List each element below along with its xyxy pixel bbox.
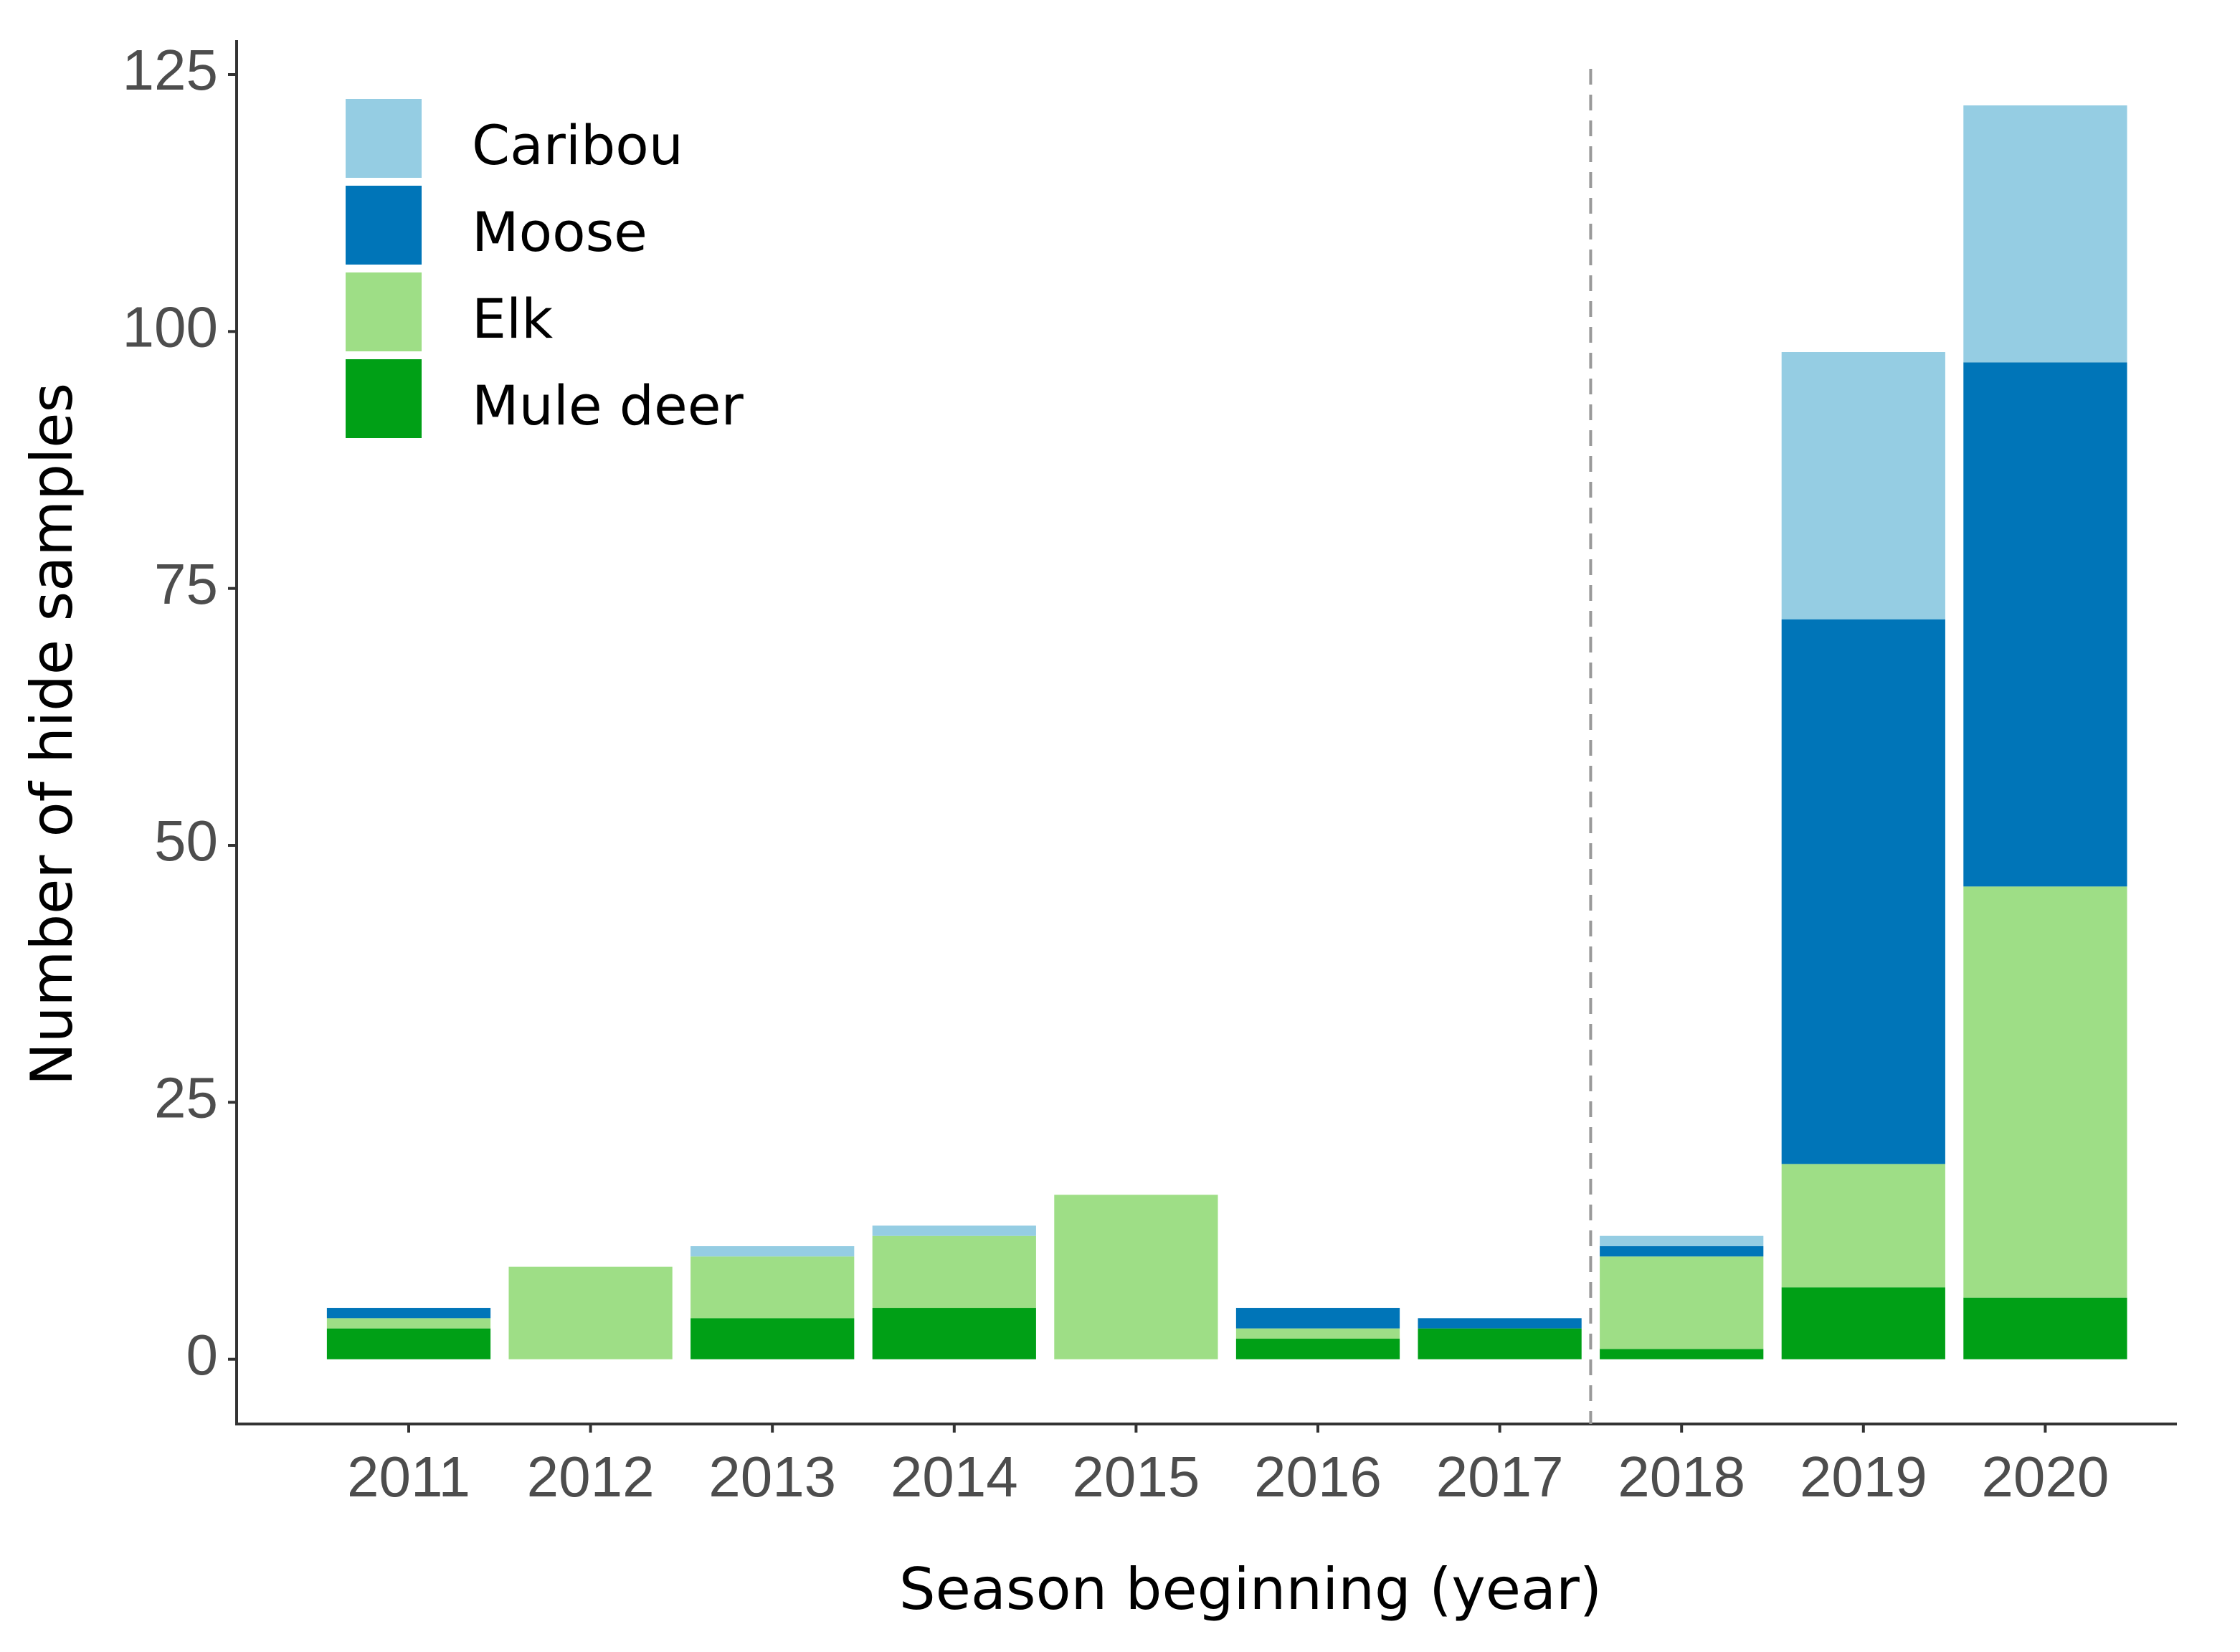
bar-segment: [872, 1308, 1036, 1359]
bar-segment: [690, 1318, 855, 1359]
bar-segment: [1235, 1328, 1400, 1339]
y-tick-label: 0: [186, 1323, 219, 1387]
bar-segment: [1235, 1308, 1400, 1329]
bar-segment: [1781, 352, 1945, 620]
x-tick-label: 2012: [527, 1445, 655, 1509]
bar-segment: [872, 1235, 1036, 1309]
bar-segment: [1963, 1297, 2127, 1359]
x-tick-label: 2017: [1436, 1445, 1564, 1509]
bar-segment: [1963, 886, 2127, 1298]
bar-segment: [1418, 1328, 1582, 1359]
bar-segment: [1600, 1256, 1764, 1349]
legend-label: Caribou: [472, 113, 683, 177]
y-tick-label: 25: [154, 1065, 218, 1129]
bar-segment: [1600, 1349, 1764, 1359]
x-tick-label: 2013: [708, 1445, 836, 1509]
legend-swatch: [346, 359, 422, 438]
bar-segment: [690, 1246, 855, 1257]
x-tick-label: 2016: [1254, 1445, 1382, 1509]
legend-swatch: [346, 272, 422, 351]
x-tick-label: 2020: [1981, 1445, 2109, 1509]
legend-swatch: [346, 186, 422, 265]
bar-segment: [1781, 1287, 1945, 1359]
x-tick-label: 2019: [1800, 1445, 1927, 1509]
y-tick-label: 75: [154, 552, 218, 616]
bar-segment: [1781, 619, 1945, 1164]
bar-segment: [326, 1328, 491, 1359]
y-tick-label: 50: [154, 809, 218, 873]
legend-label: Elk: [472, 287, 553, 351]
bar-segment: [1600, 1235, 1764, 1247]
x-tick-label: 2015: [1072, 1445, 1200, 1509]
bar-segment: [1600, 1246, 1764, 1257]
y-tick-label: 100: [123, 295, 218, 359]
bar-segment: [1054, 1195, 1218, 1359]
bar-segment: [872, 1225, 1036, 1236]
bar-segment: [1235, 1339, 1400, 1359]
x-tick-label: 2014: [891, 1445, 1018, 1509]
bar-segment: [326, 1308, 491, 1319]
legend-swatch: [346, 99, 422, 178]
y-axis-title: Number of hide samples: [19, 383, 85, 1086]
legend-label: Moose: [472, 200, 647, 264]
bar-segment: [1963, 362, 2127, 887]
y-tick-label: 125: [123, 38, 218, 102]
bar-segment: [1781, 1164, 1945, 1288]
bar-segment: [508, 1266, 673, 1359]
bar-segment: [1963, 105, 2127, 363]
x-axis-title: Season beginning (year): [899, 1556, 1602, 1623]
x-tick-label: 2018: [1618, 1445, 1745, 1509]
bar-segment: [326, 1318, 491, 1329]
bar-segment: [1418, 1318, 1582, 1329]
bar-segment: [690, 1256, 855, 1319]
legend-label: Mule deer: [472, 374, 744, 437]
x-tick-label: 2011: [347, 1445, 470, 1509]
